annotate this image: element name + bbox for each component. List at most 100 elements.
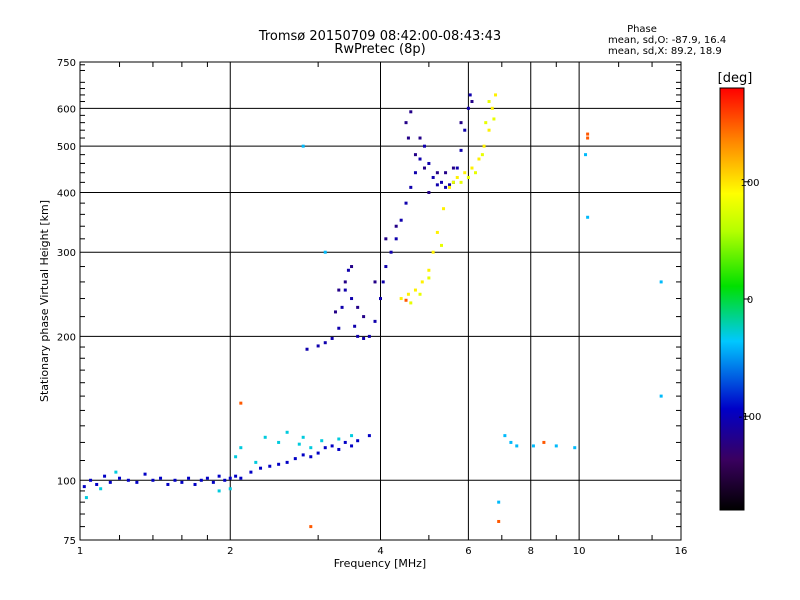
- data-point: [103, 474, 107, 478]
- data-point: [217, 489, 221, 493]
- data-point: [503, 434, 507, 438]
- data-point: [427, 161, 431, 165]
- data-point: [82, 485, 86, 489]
- data-point: [492, 117, 496, 121]
- data-point: [151, 478, 155, 482]
- colorbar-ticks: 100 0 -100: [739, 178, 762, 423]
- data-point: [480, 153, 484, 157]
- data-point: [384, 265, 388, 269]
- data-point: [362, 336, 366, 340]
- colorbar-tick-label: -100: [739, 412, 762, 423]
- data-point: [451, 166, 455, 170]
- grid-lines: [80, 62, 681, 540]
- data-point: [420, 280, 424, 284]
- data-point: [494, 93, 498, 97]
- data-point: [166, 482, 170, 486]
- data-point: [239, 401, 243, 405]
- data-point: [422, 144, 426, 148]
- phase-legend-o: mean, sd,O: -87.9, 16.4: [608, 35, 726, 46]
- data-point: [249, 470, 253, 474]
- data-point: [180, 480, 184, 484]
- data-point: [409, 301, 413, 305]
- x-tick-label: 10: [573, 546, 586, 557]
- data-point: [337, 288, 341, 292]
- data-point: [337, 437, 341, 441]
- colorbar-tick-label: 100: [740, 178, 759, 189]
- data-point: [404, 298, 408, 302]
- data-point: [459, 121, 463, 125]
- y-tick-label: 200: [57, 332, 76, 343]
- y-tick-label: 100: [57, 476, 76, 487]
- x-tick-label: 6: [465, 546, 471, 557]
- data-point: [316, 451, 320, 455]
- data-point: [356, 439, 360, 443]
- data-point: [455, 166, 459, 170]
- data-point: [468, 93, 472, 97]
- data-point: [193, 482, 197, 486]
- data-point: [442, 207, 446, 211]
- data-point: [444, 171, 448, 175]
- x-tick-label: 2: [227, 546, 233, 557]
- data-point: [418, 157, 422, 161]
- data-point: [285, 430, 289, 434]
- phase-legend-x: mean, sd,X: 89.2, 18.9: [608, 46, 722, 57]
- data-point: [394, 237, 398, 241]
- x-tick-label: 1: [77, 546, 83, 557]
- y-tick-label: 75: [63, 536, 76, 547]
- data-point: [470, 100, 474, 104]
- data-point: [586, 215, 590, 219]
- plot-frame: [79, 61, 682, 541]
- data-points: [82, 93, 663, 529]
- data-point: [409, 185, 413, 189]
- data-point: [497, 500, 501, 504]
- data-point: [330, 336, 334, 340]
- data-point: [404, 121, 408, 125]
- x-tick-label: 16: [675, 546, 688, 557]
- data-point: [223, 478, 227, 482]
- data-point: [254, 460, 258, 464]
- data-point: [448, 185, 452, 189]
- data-point: [455, 175, 459, 179]
- data-point: [379, 297, 382, 301]
- data-point: [473, 171, 477, 175]
- y-tick-label: 600: [57, 104, 76, 115]
- data-point: [384, 237, 388, 241]
- data-point: [406, 136, 410, 140]
- data-point: [323, 250, 327, 254]
- data-point: [305, 347, 309, 351]
- data-point: [413, 171, 417, 175]
- data-point: [659, 394, 663, 398]
- data-point: [143, 472, 147, 476]
- data-point: [515, 444, 519, 448]
- y-tick-label: 750: [57, 58, 76, 69]
- data-point: [487, 128, 491, 132]
- data-point: [406, 292, 410, 296]
- data-point: [451, 180, 455, 184]
- x-tick-label: 4: [377, 546, 383, 557]
- data-point: [367, 434, 371, 438]
- y-tick-label: 500: [57, 142, 76, 153]
- data-point: [463, 128, 467, 132]
- y-tick-label: 400: [57, 188, 76, 199]
- data-point: [205, 476, 209, 480]
- colorbar-tick-label: 0: [747, 295, 753, 306]
- data-point: [435, 183, 439, 187]
- data-point: [187, 476, 191, 480]
- data-point: [466, 106, 470, 110]
- data-point: [482, 144, 486, 148]
- data-point: [509, 440, 513, 444]
- data-point: [259, 466, 263, 470]
- data-point: [459, 148, 463, 152]
- data-point: [554, 444, 558, 448]
- y-tick-label: 300: [57, 248, 76, 259]
- data-point: [301, 144, 305, 148]
- data-point: [234, 474, 238, 478]
- data-point: [659, 280, 663, 284]
- data-point: [463, 171, 467, 175]
- data-point: [353, 324, 357, 328]
- data-point: [118, 476, 122, 480]
- y-axis-label: Stationary phase Virtual Height [km]: [38, 200, 51, 402]
- data-point: [531, 444, 535, 448]
- x-axis-label: Frequency [MHz]: [334, 557, 426, 570]
- data-point: [340, 305, 344, 309]
